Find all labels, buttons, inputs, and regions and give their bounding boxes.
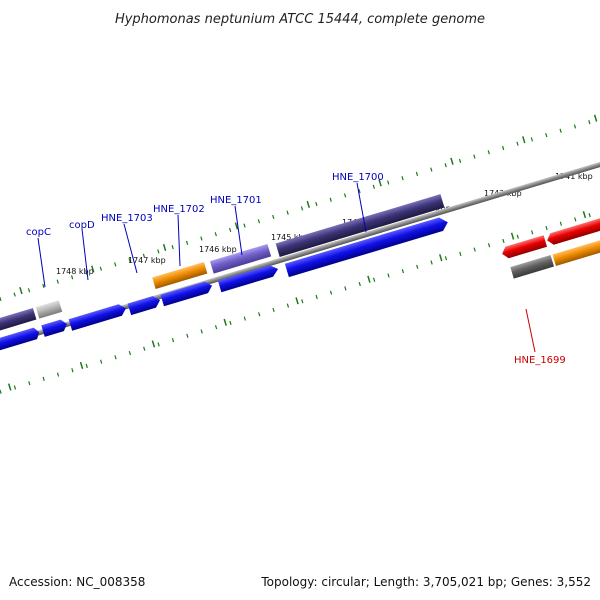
accession-text: Accession: NC_008358 (9, 575, 145, 589)
tick-label: 1748 kbp (56, 267, 94, 276)
map-title: Hyphomonas neptunium ATCC 15444, complet… (115, 12, 485, 27)
gene-feature-blue (0, 327, 40, 351)
gene-feature-blue (217, 265, 279, 293)
cds-arrows (0, 217, 448, 351)
gene-feature-orange (152, 261, 208, 289)
leader-line (356, 182, 367, 233)
genome-summary-text: Topology: circular; Length: 3,705,021 bp… (260, 575, 591, 589)
gene-label-copc: copC (26, 227, 51, 238)
tick-label: 1745 kbp (271, 233, 309, 242)
gene-feature-light (35, 300, 63, 319)
gene-label-hne1699: HNE_1699 (514, 355, 566, 366)
gene-feature-gray (510, 255, 555, 279)
gene-label-hne1700: HNE_1700 (332, 172, 384, 183)
gene-feature-dark-left (0, 308, 37, 333)
leader-line (81, 228, 89, 281)
leader-line (177, 214, 181, 267)
right-features (502, 213, 600, 279)
gene-feature-lilac (209, 243, 272, 274)
leader-line (123, 223, 138, 274)
gene-feature-dark (275, 194, 445, 257)
gene-feature-blue (41, 319, 67, 337)
forward-strand (0, 194, 445, 333)
gene-feature-red (547, 213, 600, 245)
leader-line (37, 237, 46, 288)
leader-line (525, 308, 536, 353)
gene-feature-blue (160, 281, 213, 307)
gene-label-hne1702: HNE_1702 (153, 204, 205, 215)
gene-label-hne1703: HNE_1703 (101, 213, 153, 224)
gene-feature-blue (284, 217, 448, 278)
tick-label: 1746 kbp (199, 245, 237, 254)
tick-label: 1741 kbp (555, 172, 593, 181)
tick-label: 1747 kbp (128, 256, 166, 265)
gene-label-copd: copD (69, 220, 95, 231)
gene-labels: copC copD HNE_1703 HNE_1702 HNE_1701 HNE… (26, 172, 566, 366)
leader-line (234, 205, 243, 256)
gene-feature-orange (552, 233, 600, 266)
gene-feature-red (502, 235, 548, 259)
gene-feature-blue (68, 304, 126, 331)
gene-label-hne1701: HNE_1701 (210, 195, 262, 206)
gene-feature-blue (127, 296, 161, 316)
